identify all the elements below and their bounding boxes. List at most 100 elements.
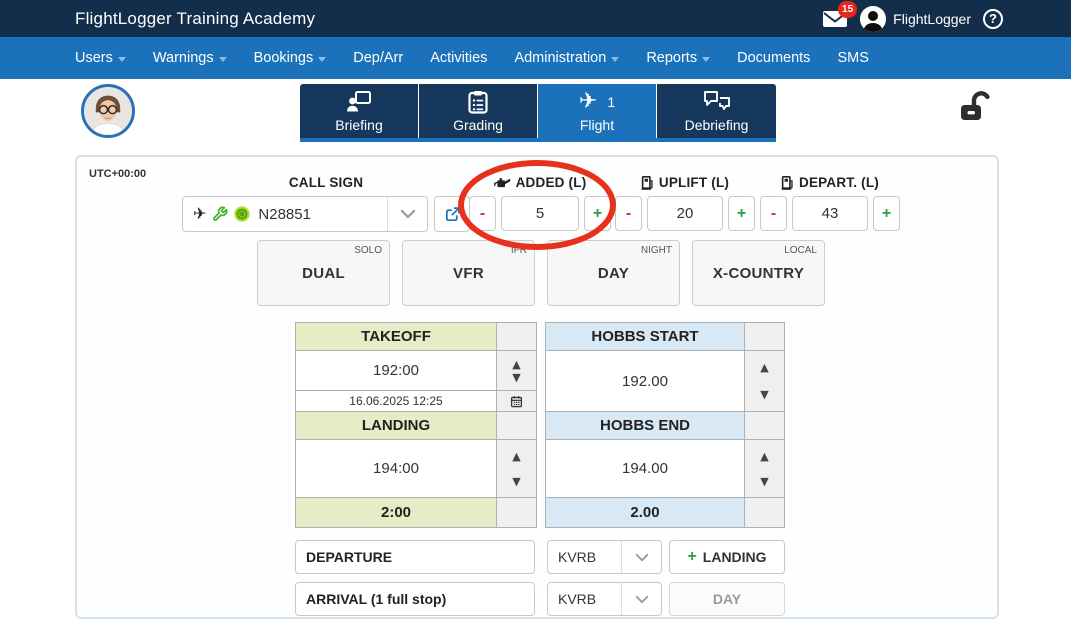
nav-item-documents[interactable]: Documents	[737, 50, 811, 66]
spinner-down-icon[interactable]: ▼	[760, 474, 769, 488]
calendar-icon	[510, 395, 523, 408]
added-value[interactable]: 5	[501, 196, 579, 231]
takeoff-time-spinner[interactable]: ▲ ▼	[496, 350, 537, 391]
spinner-down-icon[interactable]: ▼	[760, 388, 769, 401]
takeoff-datetime-value[interactable]: 16.06.2025 12:25	[295, 390, 497, 412]
landing-time-spinner[interactable]: ▲ ▼	[496, 439, 537, 498]
nav-item-dep-arr[interactable]: Dep/Arr	[353, 50, 404, 66]
oil-can-icon	[493, 176, 511, 189]
spinner-up-icon[interactable]: ▲	[512, 449, 521, 463]
nav-item-warnings[interactable]: Warnings	[153, 50, 227, 66]
add-landing-button[interactable]: + LANDING	[669, 540, 785, 574]
mode-vfr-button[interactable]: IFR VFR	[402, 240, 535, 306]
fuel-depart-group: DEPART. (L) - 43 +	[760, 173, 900, 231]
landing-day-toggle-button[interactable]: DAY	[669, 582, 785, 616]
departure-field[interactable]: DEPARTURE	[295, 540, 535, 574]
nav-item-activities[interactable]: Activities	[430, 50, 488, 66]
mode-dual-button[interactable]: SOLO DUAL	[257, 240, 390, 306]
tab-briefing[interactable]: Briefing	[300, 84, 419, 138]
spinner-down-icon[interactable]: ▼	[512, 474, 521, 488]
main-nav: Users Warnings Bookings Dep/Arr Activiti…	[0, 37, 1071, 79]
caret-down-icon	[218, 56, 227, 62]
tab-grading[interactable]: Grading	[419, 84, 538, 138]
fuel-pump-icon	[781, 175, 794, 190]
arrival-field[interactable]: ARRIVAL (1 full stop)	[295, 582, 535, 616]
hobbs-end-header: HOBBS END	[545, 411, 745, 440]
student-avatar[interactable]	[81, 84, 135, 138]
debriefing-chat-icon	[703, 90, 731, 114]
callsign-header: CALL SIGN	[288, 174, 364, 190]
chevron-down-icon	[621, 541, 661, 573]
external-link-icon	[444, 206, 461, 223]
messages-button[interactable]: 15	[822, 0, 858, 31]
takeoff-header: TAKEOFF	[295, 322, 497, 351]
callsign-value: N28851	[258, 205, 311, 223]
uplift-minus-button[interactable]: -	[615, 196, 642, 231]
tab-flight[interactable]: ✈ 1 Flight	[538, 84, 657, 138]
hobbs-end-spinner[interactable]: ▲ ▼	[744, 439, 785, 498]
takeoff-landing-table: TAKEOFF 192:00 ▲ ▼ 16.06.2025 12:25	[295, 322, 537, 528]
plus-icon: +	[687, 548, 697, 565]
fuel-pump-icon	[641, 175, 654, 190]
spinner-up-icon[interactable]: ▲	[760, 361, 769, 374]
fuel-depart-header: DEPART. (L)	[799, 174, 879, 190]
arrival-airport-select[interactable]: KVRB	[547, 582, 662, 616]
open-aircraft-button[interactable]	[434, 196, 470, 232]
landing-time-value[interactable]: 194:00	[295, 439, 497, 498]
caret-down-icon	[117, 56, 126, 62]
spinner-down-icon[interactable]: ▼	[512, 370, 521, 384]
fuel-added-group: ADDED (L) - 5 +	[469, 173, 611, 231]
depart-plus-button[interactable]: +	[873, 196, 900, 231]
added-plus-button[interactable]: +	[584, 196, 611, 231]
plane-icon: ✈	[578, 88, 598, 114]
fuel-added-header: ADDED (L)	[515, 174, 587, 190]
fuel-uplift-group: UPLIFT (L) - 20 +	[615, 173, 755, 231]
hobbs-start-spinner[interactable]: ▲ ▼	[744, 350, 785, 412]
help-button[interactable]: ?	[983, 8, 1003, 29]
added-minus-button[interactable]: -	[469, 196, 496, 231]
mode-day-button[interactable]: NIGHT DAY	[547, 240, 680, 306]
tab-debriefing[interactable]: Debriefing	[657, 84, 776, 138]
depart-value[interactable]: 43	[792, 196, 868, 231]
chevron-down-icon[interactable]	[387, 197, 427, 231]
top-bar: FlightLogger Training Academy 15 FlightL…	[0, 0, 1071, 37]
departure-airport-select[interactable]: KVRB	[547, 540, 662, 574]
mode-xcountry-button[interactable]: LOCAL X-COUNTRY	[692, 240, 825, 306]
aircraft-status-wheel-icon	[234, 206, 251, 222]
session-tabs: Briefing Grading ✈ 1 Flight Debriefing	[300, 84, 776, 142]
flight-log-panel: UTC+00:00 CALL SIGN ✈ N28851	[75, 155, 999, 619]
spinner-up-icon[interactable]: ▲	[512, 357, 521, 371]
spinner-up-icon[interactable]: ▲	[760, 449, 769, 463]
hobbs-end-value[interactable]: 194.00	[545, 439, 745, 498]
takeoff-date-picker[interactable]	[496, 390, 537, 412]
callsign-group: CALL SIGN ✈ N28851	[182, 173, 470, 232]
fuel-uplift-header: UPLIFT (L)	[658, 174, 730, 190]
caret-down-icon	[318, 56, 327, 62]
user-menu[interactable]: FlightLogger	[860, 5, 971, 32]
nav-item-users[interactable]: Users	[75, 50, 126, 66]
caret-down-icon	[611, 56, 620, 62]
user-avatar-icon	[860, 5, 887, 32]
block-time-total: 2:00	[295, 497, 497, 528]
takeoff-time-value[interactable]: 192:00	[295, 350, 497, 391]
hobbs-table: HOBBS START 192.00 ▲ ▼ HOBBS END 194.00	[545, 322, 785, 528]
nav-item-sms[interactable]: SMS	[837, 50, 869, 66]
hobbs-start-value[interactable]: 192.00	[545, 350, 745, 412]
caret-down-icon	[702, 56, 711, 62]
maintenance-wrench-icon	[212, 206, 228, 222]
unlock-icon[interactable]	[958, 90, 992, 126]
hobbs-start-header: HOBBS START	[545, 322, 745, 351]
flight-mode-buttons: SOLO DUAL IFR VFR NIGHT DAY LOCAL X-COUN…	[257, 240, 825, 306]
callsign-select[interactable]: ✈ N28851	[182, 196, 428, 232]
depart-minus-button[interactable]: -	[760, 196, 787, 231]
nav-item-bookings[interactable]: Bookings	[254, 50, 327, 66]
flight-count-badge: 1	[607, 93, 616, 110]
nav-item-administration[interactable]: Administration	[514, 50, 620, 66]
top-bar-right: 15 FlightLogger ?	[822, 0, 1003, 37]
aircraft-icon: ✈	[193, 204, 207, 223]
nav-item-reports[interactable]: Reports	[646, 50, 711, 66]
uplift-value[interactable]: 20	[647, 196, 723, 231]
briefing-icon	[346, 90, 372, 114]
chevron-down-icon	[621, 583, 661, 615]
uplift-plus-button[interactable]: +	[728, 196, 755, 231]
